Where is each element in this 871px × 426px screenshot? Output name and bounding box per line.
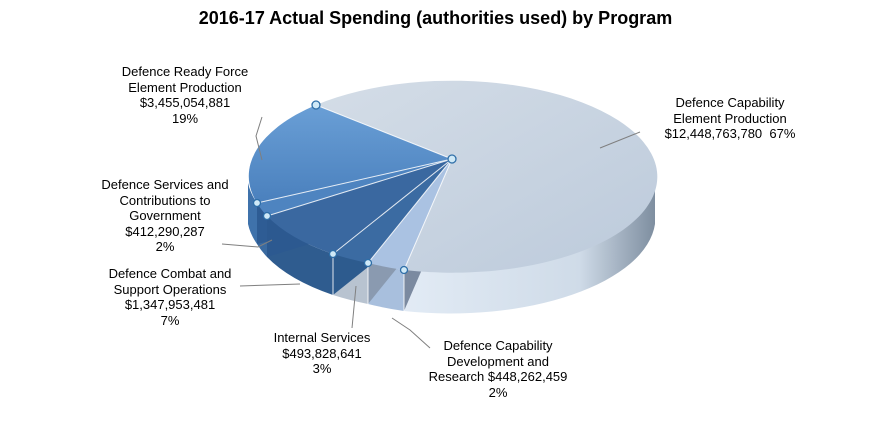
label-internal-services: Internal Services $493,828,641 3% (252, 330, 392, 377)
label-name-line: Defence Combat and (108, 266, 232, 281)
pie-slice-ready-force (248, 105, 452, 203)
label-value: $493,828,641 (282, 345, 362, 361)
pie-slice-internal-services (333, 159, 452, 263)
label-name-line: Government (129, 208, 201, 223)
pie-slice-services-contributions (257, 159, 452, 216)
pie-side-ready-force (248, 183, 257, 244)
label-services-contributions: Defence Services and Contributions to Go… (80, 177, 250, 255)
label-percent: 2% (155, 239, 175, 254)
label-combat-support: Defence Combat and Support Operations $1… (85, 266, 255, 328)
label-name-line: Internal Services (273, 330, 371, 345)
label-value: $12,448,763,780 (664, 126, 763, 141)
label-name-line: Development and (447, 353, 549, 369)
leader-lines (221, 116, 641, 349)
label-percent: 7% (160, 312, 180, 328)
label-name-line: Contributions to (119, 192, 211, 208)
label-name-line: Element Production (128, 79, 242, 95)
pie-side-capability-production (404, 183, 655, 314)
pie-slice-capability-production (316, 80, 658, 273)
label-name-line: Element Production (673, 110, 787, 126)
label-name-line: Support Operations (113, 281, 227, 297)
label-value-percent: $12,448,763,780 67% (640, 126, 820, 142)
label-ready-force: Defence Ready Force Element Production $… (100, 64, 270, 126)
label-capability-development: Defence Capability Development and Resea… (408, 338, 588, 400)
label-name-line: Defence Capability (675, 95, 785, 110)
label-percent: 67% (769, 126, 796, 141)
label-value: $1,347,953,481 (124, 297, 216, 312)
slice-markers (252, 100, 457, 275)
label-percent: 3% (312, 361, 332, 376)
label-name-line: Defence Ready Force (121, 64, 249, 79)
label-name-line: Defence Capability (443, 338, 553, 353)
label-percent: 2% (488, 384, 508, 400)
pie-slice-combat-support (267, 159, 452, 254)
chart-title: 2016-17 Actual Spending (authorities use… (198, 8, 673, 28)
pie-slice-capability-development (368, 159, 452, 270)
label-percent: 19% (171, 110, 199, 126)
pie-slice-edges (256, 104, 453, 311)
label-value-line: Research $448,262,459 (428, 369, 568, 384)
label-value: $412,290,287 (125, 223, 205, 239)
label-value: $3,455,054,881 (139, 95, 231, 110)
label-name-line: Defence Services and (101, 177, 229, 192)
label-capability-production: Defence Capability Element Production $1… (640, 95, 820, 142)
